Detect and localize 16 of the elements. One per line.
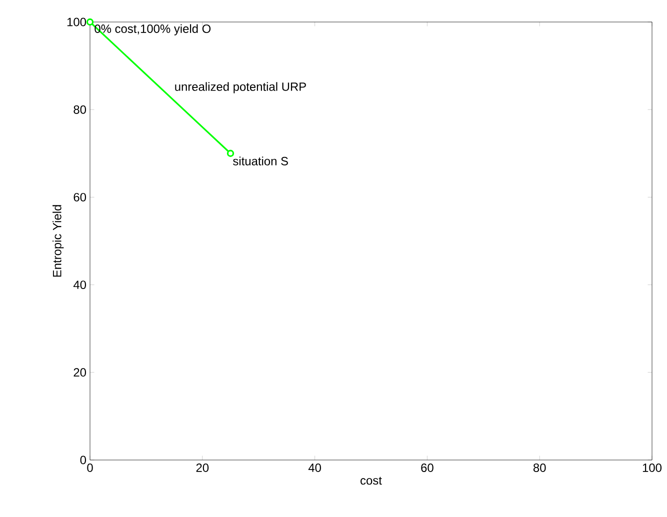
y-tick-label: 40 bbox=[73, 280, 86, 290]
y-axis-title: Entropic Yield bbox=[52, 205, 64, 277]
x-tick-label: 40 bbox=[308, 464, 321, 472]
y-tick-label: 100 bbox=[67, 18, 86, 26]
x-axis-title: cost bbox=[360, 476, 382, 485]
x-tick-label: 60 bbox=[421, 464, 434, 472]
y-tick-label: 20 bbox=[74, 368, 86, 377]
x-tick-label: 100 bbox=[642, 464, 662, 472]
annotation: unrealized potential URP bbox=[175, 82, 306, 94]
annotation: situation S bbox=[233, 156, 288, 166]
y-tick-label: 0 bbox=[80, 456, 86, 464]
x-tick-label: 20 bbox=[196, 464, 209, 472]
x-tick-label: 0 bbox=[87, 464, 93, 472]
x-tick-label: 80 bbox=[533, 464, 546, 472]
y-tick-label: 60 bbox=[74, 192, 86, 202]
y-tick-label: 80 bbox=[74, 105, 86, 114]
